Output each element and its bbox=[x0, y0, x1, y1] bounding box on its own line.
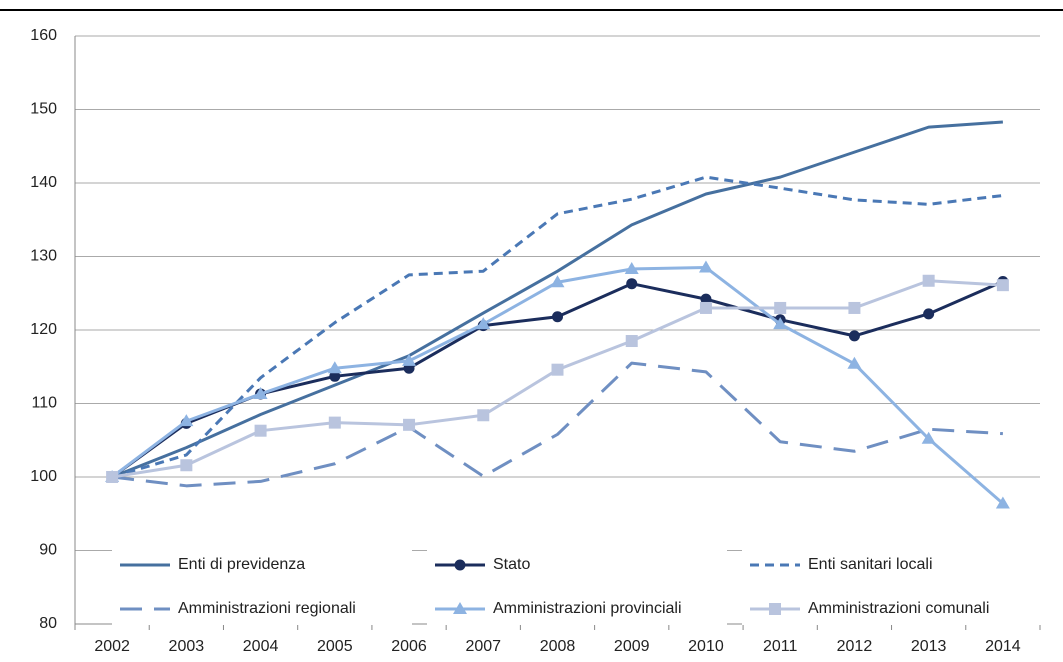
y-tick-label: 130 bbox=[30, 248, 57, 265]
legend-marker bbox=[453, 602, 467, 614]
x-tick-label: 2013 bbox=[911, 638, 947, 655]
x-tick-label: 2007 bbox=[465, 638, 501, 655]
point bbox=[624, 261, 639, 274]
legend-label: Amministrazioni regionali bbox=[178, 600, 356, 617]
x-tick-label: 2004 bbox=[243, 638, 279, 655]
y-tick-label: 80 bbox=[39, 615, 57, 632]
legend-label: Amministrazioni comunali bbox=[808, 600, 989, 617]
legend-marker bbox=[769, 603, 781, 615]
x-tick-label: 2014 bbox=[985, 638, 1021, 655]
x-tick-label: 2011 bbox=[763, 638, 798, 655]
point bbox=[180, 459, 193, 472]
x-tick-label: 2006 bbox=[391, 638, 427, 655]
point bbox=[921, 431, 936, 444]
point bbox=[477, 409, 490, 422]
x-tick-label: 2009 bbox=[614, 638, 650, 655]
point bbox=[625, 335, 638, 348]
point bbox=[403, 418, 416, 431]
point bbox=[847, 356, 862, 369]
point bbox=[551, 363, 564, 376]
point bbox=[402, 353, 417, 366]
series-line bbox=[111, 175, 1004, 479]
y-tick-label: 120 bbox=[30, 321, 57, 338]
y-tick-label: 150 bbox=[30, 101, 57, 118]
x-tick-label: 2005 bbox=[317, 638, 353, 655]
legend-label: Enti di previdenza bbox=[178, 556, 305, 573]
point bbox=[698, 260, 713, 273]
point bbox=[106, 471, 119, 483]
series-line bbox=[111, 120, 1003, 479]
y-tick-label: 90 bbox=[39, 542, 57, 559]
x-tick-label: 2008 bbox=[540, 638, 576, 655]
point bbox=[699, 301, 712, 314]
point bbox=[774, 301, 787, 314]
point bbox=[476, 317, 491, 330]
legend-marker bbox=[454, 559, 466, 571]
legend-label: Enti sanitari locali bbox=[808, 556, 933, 573]
y-tick-label: 110 bbox=[31, 395, 57, 412]
y-tick-label: 160 bbox=[30, 27, 57, 44]
legend-bg bbox=[742, 549, 1042, 581]
point bbox=[552, 311, 563, 323]
x-tick-label: 2003 bbox=[169, 638, 205, 655]
legend-label: Amministrazioni provinciali bbox=[493, 600, 682, 617]
series-line bbox=[111, 361, 1003, 488]
x-tick-label: 2012 bbox=[837, 638, 873, 655]
point bbox=[550, 275, 565, 288]
y-tick-label: 140 bbox=[30, 174, 57, 191]
point bbox=[179, 414, 194, 427]
point bbox=[996, 279, 1009, 292]
point bbox=[328, 416, 341, 429]
point bbox=[626, 278, 638, 290]
point bbox=[848, 301, 861, 314]
point bbox=[700, 293, 712, 305]
point bbox=[995, 496, 1010, 509]
y-tick-label: 100 bbox=[30, 468, 57, 485]
point bbox=[327, 361, 342, 374]
point bbox=[773, 317, 788, 330]
x-tick-label: 2002 bbox=[94, 638, 130, 655]
point bbox=[848, 330, 860, 342]
x-tick-label: 2010 bbox=[688, 638, 724, 655]
point bbox=[923, 308, 935, 320]
point bbox=[922, 274, 935, 287]
legend-label: Stato bbox=[493, 556, 530, 573]
point bbox=[254, 424, 267, 437]
point bbox=[329, 370, 341, 382]
point bbox=[253, 386, 268, 399]
